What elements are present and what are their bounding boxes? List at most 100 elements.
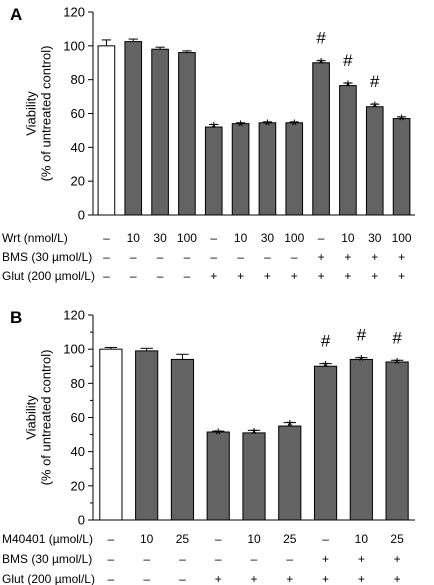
significance-hash: # xyxy=(321,332,331,351)
condition-value: – xyxy=(215,552,222,566)
bar xyxy=(124,41,143,216)
significance-star: * xyxy=(322,358,329,377)
condition-value: – xyxy=(251,552,258,566)
condition-value: + xyxy=(394,572,401,585)
condition-label: BMS (30 µmol/L) xyxy=(2,250,92,264)
y-axis-label-line: (% of untreated control) xyxy=(38,46,53,182)
bar xyxy=(312,62,330,216)
condition-label: M40401 (µmol/L) xyxy=(2,532,93,546)
bar xyxy=(178,52,196,216)
condition-value: – xyxy=(184,269,191,283)
condition-value: + xyxy=(398,269,405,283)
condition-value: + xyxy=(371,269,378,283)
y-axis-label-line: Viability xyxy=(23,91,38,136)
condition-value: – xyxy=(179,572,186,585)
condition-value: + xyxy=(291,269,298,283)
condition-label: BMS (30 µmol/L) xyxy=(2,552,92,566)
y-tick-label: 60 xyxy=(71,106,85,121)
y-tick-label: 80 xyxy=(71,72,85,87)
condition-value: – xyxy=(322,532,329,546)
y-tick-label: 20 xyxy=(71,478,85,493)
y-tick-label: 120 xyxy=(63,5,85,20)
condition-value: + xyxy=(371,250,378,264)
y-tick-label: 40 xyxy=(71,444,85,459)
condition-value: 10 xyxy=(127,231,141,245)
significance-star: * xyxy=(286,417,293,436)
condition-value: – xyxy=(143,572,150,585)
condition-value: – xyxy=(143,552,150,566)
condition-value: 25 xyxy=(283,532,297,546)
condition-value: 10 xyxy=(355,532,369,546)
y-tick-label: 80 xyxy=(71,376,85,391)
condition-value: + xyxy=(344,269,351,283)
condition-value: + xyxy=(318,250,325,264)
condition-value: + xyxy=(264,269,271,283)
significance-star: * xyxy=(398,111,405,130)
y-tick-label: 20 xyxy=(71,174,85,189)
bar xyxy=(231,123,250,216)
condition-value: + xyxy=(250,572,257,585)
bar xyxy=(285,122,304,216)
condition-value: – xyxy=(184,250,191,264)
condition-value: 30 xyxy=(153,231,167,245)
condition-value: 25 xyxy=(176,532,190,546)
significance-star: * xyxy=(291,116,298,135)
significance-hash: # xyxy=(343,51,353,70)
y-axis-label: Viability(% of untreated control) xyxy=(23,46,53,182)
condition-value: – xyxy=(130,250,137,264)
condition-value: + xyxy=(215,572,222,585)
bar xyxy=(151,48,169,216)
panel-b-chart: B Viability(% of untreated control) 0 20 40 6… xyxy=(2,308,415,585)
significance-star: * xyxy=(318,55,325,74)
condition-value: – xyxy=(237,250,244,264)
significance-star: * xyxy=(345,77,352,96)
bar xyxy=(313,365,338,521)
significance-star: * xyxy=(251,424,258,443)
condition-value: + xyxy=(318,269,325,283)
significance-star: * xyxy=(358,352,365,371)
bar xyxy=(385,361,409,521)
y-tick-label: 60 xyxy=(71,410,85,425)
bar xyxy=(258,122,277,216)
condition-value: + xyxy=(394,552,401,566)
condition-value: – xyxy=(179,552,186,566)
bar xyxy=(349,358,373,521)
condition-value: 25 xyxy=(390,532,404,546)
condition-value: + xyxy=(358,572,365,585)
condition-value: – xyxy=(286,552,293,566)
condition-value: 30 xyxy=(261,231,275,245)
bar xyxy=(242,432,266,521)
condition-value: + xyxy=(358,552,365,566)
condition-value: – xyxy=(210,250,217,264)
significance-hash: # xyxy=(392,328,402,347)
condition-value: + xyxy=(237,269,244,283)
condition-value: – xyxy=(103,250,110,264)
bar xyxy=(170,358,195,521)
bar xyxy=(135,350,159,521)
panel-letter: A xyxy=(10,5,22,24)
condition-value: 30 xyxy=(368,231,382,245)
significance-star: * xyxy=(394,354,401,373)
condition-value: – xyxy=(103,269,110,283)
condition-value: + xyxy=(286,572,293,585)
y-tick-label: 0 xyxy=(78,513,85,528)
condition-value: – xyxy=(157,269,164,283)
condition-value: + xyxy=(344,250,351,264)
condition-value: 100 xyxy=(284,231,304,245)
condition-value: – xyxy=(264,250,271,264)
condition-value: 10 xyxy=(341,231,355,245)
bar xyxy=(204,126,223,216)
significance-hash: # xyxy=(370,72,380,91)
condition-value: – xyxy=(108,532,115,546)
panel-letter: B xyxy=(10,308,22,327)
bar xyxy=(365,106,384,216)
y-tick-label: 40 xyxy=(71,140,85,155)
bar xyxy=(278,425,302,521)
condition-value: – xyxy=(157,250,164,264)
y-tick-label: 100 xyxy=(63,38,85,53)
condition-value: – xyxy=(108,572,115,585)
condition-value: – xyxy=(103,231,110,245)
condition-value: + xyxy=(398,250,405,264)
bar xyxy=(206,431,230,521)
y-axis-label: Viability(% of untreated control) xyxy=(23,350,53,486)
